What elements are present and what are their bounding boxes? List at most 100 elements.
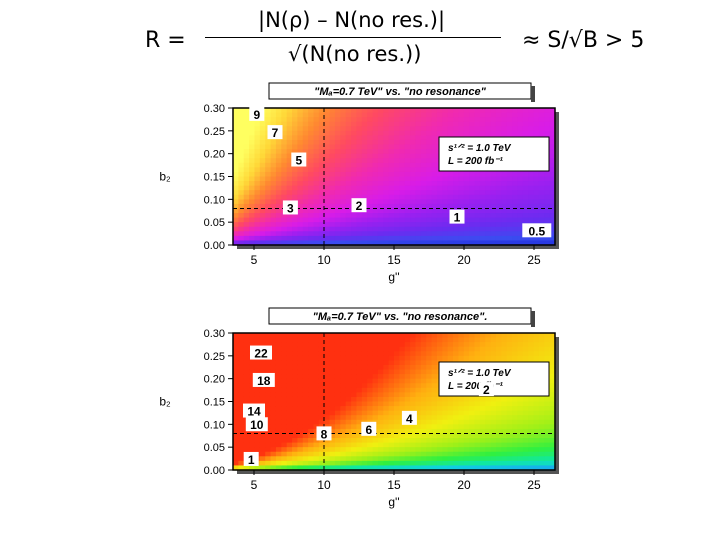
bottom-color-cell <box>238 419 245 425</box>
bottom-color-cell <box>286 460 293 467</box>
bottom-color-cell <box>549 451 556 457</box>
top-color-cell <box>522 181 529 187</box>
top-color-cell <box>549 199 556 205</box>
top-color-cell <box>517 222 524 228</box>
bottom-color-cell <box>410 433 417 439</box>
bottom-color-cell <box>270 442 277 448</box>
bottom-color-cell <box>302 360 309 366</box>
top-color-cell <box>233 222 239 228</box>
top-color-cell <box>329 222 336 228</box>
bottom-color-cell <box>286 456 293 462</box>
bottom-color-cell <box>233 438 239 444</box>
top-color-cell <box>383 185 390 191</box>
bottom-color-cell <box>490 428 497 435</box>
top-color-cell <box>340 194 347 200</box>
bottom-color-cell <box>313 419 320 425</box>
bottom-color-cell <box>308 428 315 435</box>
top-color-cell <box>259 231 266 237</box>
top-color-cell <box>399 217 406 223</box>
bottom-color-cell <box>474 456 481 462</box>
top-color-cell <box>313 171 320 178</box>
bottom-color-cell <box>394 374 400 380</box>
top-color-cell <box>495 240 502 246</box>
top-color-cell <box>292 126 298 132</box>
bottom-color-cell <box>517 447 524 453</box>
bottom-color-cell <box>329 460 336 467</box>
top-color-cell <box>490 126 497 132</box>
top-color-cell <box>420 162 427 168</box>
bottom-x-tick-label: 20 <box>457 478 471 492</box>
top-color-cell <box>410 108 417 114</box>
bottom-color-cell <box>367 401 374 407</box>
bottom-color-cell <box>286 465 293 471</box>
top-color-cell <box>377 162 384 168</box>
bottom-color-cell <box>367 383 374 389</box>
bottom-color-cell <box>404 465 411 471</box>
top-color-cell <box>485 208 492 214</box>
top-color-cell <box>243 190 250 196</box>
bottom-color-cell <box>377 424 384 430</box>
bottom-color-cell <box>415 438 422 444</box>
top-color-cell <box>474 213 481 219</box>
top-color-cell <box>469 185 476 191</box>
top-color-cell <box>420 240 427 246</box>
top-color-cell <box>426 194 433 200</box>
bottom-color-cell <box>351 355 358 361</box>
bottom-color-cell <box>512 333 519 339</box>
top-color-cell <box>420 112 427 118</box>
bottom-color-cell <box>270 333 277 339</box>
top-color-cell <box>270 217 277 223</box>
top-color-cell <box>512 240 519 246</box>
bottom-color-cell <box>431 460 438 467</box>
top-color-cell <box>388 190 395 196</box>
bottom-color-cell <box>361 451 368 457</box>
bottom-color-cell <box>318 364 325 371</box>
top-color-cell <box>361 217 368 223</box>
top-color-cell <box>404 144 411 150</box>
bottom-color-cell <box>286 438 293 444</box>
top-color-cell <box>265 199 272 205</box>
top-color-cell <box>329 235 336 242</box>
bottom-color-cell <box>297 396 304 403</box>
bottom-color-cell <box>233 460 239 467</box>
top-color-cell <box>426 213 433 219</box>
bottom-color-cell <box>329 337 336 343</box>
top-color-cell <box>302 213 309 219</box>
bottom-color-cell <box>286 392 293 398</box>
bottom-color-cell <box>479 396 486 403</box>
top-color-cell <box>533 126 540 132</box>
bottom-color-cell <box>254 392 261 398</box>
top-color-cell <box>259 185 266 191</box>
top-color-cell <box>329 112 336 118</box>
top-color-cell <box>324 162 331 168</box>
bottom-color-cell <box>415 401 422 407</box>
top-color-cell <box>517 117 524 123</box>
top-color-cell <box>318 231 325 237</box>
bottom-color-cell <box>404 364 411 371</box>
bottom-color-cell <box>506 428 513 435</box>
top-color-cell <box>512 194 519 200</box>
bottom-color-cell <box>318 447 325 453</box>
top-color-cell <box>233 217 239 223</box>
top-color-cell <box>436 108 443 114</box>
bottom-color-cell <box>485 433 492 439</box>
bottom-color-cell <box>254 447 261 453</box>
bottom-color-cell <box>528 447 535 453</box>
bottom-color-cell <box>275 351 282 357</box>
bottom-color-cell <box>324 351 331 357</box>
bottom-color-cell <box>522 342 529 348</box>
top-color-cell <box>356 158 363 164</box>
bottom-color-cell <box>238 360 245 366</box>
bottom-color-cell <box>544 355 551 361</box>
bottom-color-cell <box>356 360 363 366</box>
top-color-cell <box>377 222 384 228</box>
bottom-color-cell <box>334 396 341 403</box>
bottom-color-cell <box>447 396 454 403</box>
top-color-cell <box>324 108 331 114</box>
bottom-color-cell <box>243 351 250 357</box>
top-color-cell <box>431 135 438 141</box>
top-color-cell <box>383 162 390 168</box>
top-color-cell <box>426 199 433 205</box>
bottom-color-cell <box>517 451 524 457</box>
top-color-cell <box>538 112 545 118</box>
